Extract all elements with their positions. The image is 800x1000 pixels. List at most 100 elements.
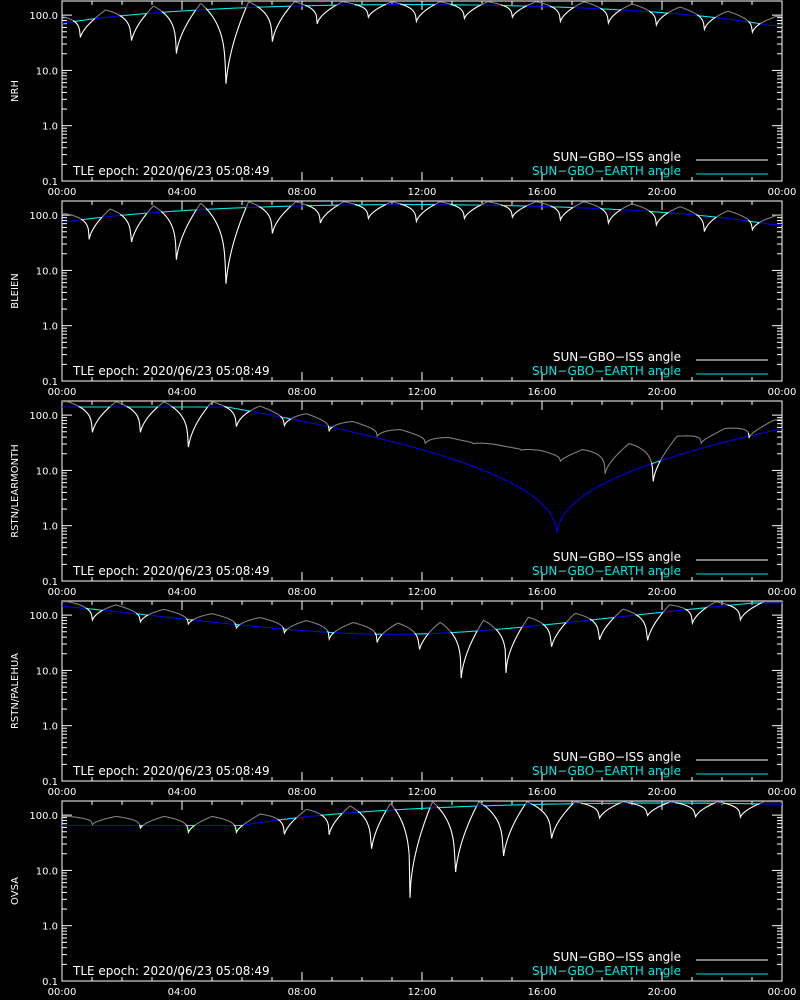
series-line-iss-angle [648,10,669,28]
series-line-iss-angle [357,810,387,849]
legend-label-iss: SUN−GBO−ISS angle [553,750,681,764]
series-line-iss-angle [620,3,650,12]
legend-label-earth: SUN−GBO−EARTH angle [532,764,681,778]
x-tick-label: 20:00 [648,187,677,198]
series-line-earth-angle [531,803,574,806]
tle-epoch-label: TLE epoch: 2020/06/23 05:08:49 [72,564,270,578]
chart-panel: 0.1 1.0 10.0 100.0 00:00 04:00 08:00 12:00 16:00… [10,800,796,998]
series-line-iss-angle [483,803,526,856]
series-line-iss-angle [195,203,207,211]
series-line-iss-angle [207,401,225,408]
series-line-iss-angle [450,203,482,221]
series-line-iss-angle [429,801,438,808]
x-tick-label: 00:00 [48,787,77,798]
legend-label-iss: SUN−GBO−ISS angle [553,550,681,564]
x-tick-label: 12:00 [408,587,437,598]
x-tick-label: 04:00 [168,987,197,998]
series-line-earth-angle [660,435,749,462]
x-tick-label: 00:00 [48,187,77,198]
series-line-earth-angle [727,602,762,607]
series-group [61,1,782,84]
series-line-iss-angle [242,813,279,826]
series-line-iss-angle [161,9,197,54]
series-line-iss-angle [146,5,163,14]
series-line-iss-angle [668,801,676,804]
series-line-iss-angle [205,207,247,284]
series-line-earth-angle [685,607,707,611]
series-line-iss-angle [277,817,297,835]
series-line-earth-angle [613,614,636,619]
x-tick-label: 00:00 [48,587,77,598]
series-line-iss-angle [192,613,236,624]
y-tick-label: 10.0 [36,866,58,877]
chart-panel: 0.1 1.0 10.0 100.0 00:00 04:00 08:00 12:00 16:00… [10,400,797,598]
series-line-iss-angle [434,201,451,205]
series-line-iss-angle [706,601,728,608]
legend-label-earth: SUN−GBO−EARTH angle [532,364,681,378]
series-line-iss-angle [450,630,478,679]
series-line-iss-angle [620,203,650,212]
series-line-iss-angle [659,427,749,461]
y-axis-label: NRH [10,80,21,102]
y-tick-label: 1.0 [42,922,58,933]
series-line-iss-angle [394,807,431,898]
series-line-iss-angle [521,616,544,628]
series-line-iss-angle [613,608,636,619]
series-line-iss-angle [249,405,281,417]
series-line-earth-angle [722,802,760,805]
series-line-iss-angle [748,21,761,35]
series-line-earth-angle [621,209,650,212]
series-line-iss-angle [748,219,760,232]
series-line-iss-angle [531,803,574,839]
x-tick-label: 08:00 [288,387,317,398]
x-tick-label: 08:00 [288,187,317,198]
x-tick-label: 04:00 [168,187,197,198]
series-line-iss-angle [109,401,128,408]
series-line-iss-angle [120,213,148,243]
y-tick-label: 100.0 [29,411,58,422]
series-line-iss-angle [94,9,120,20]
series-line-iss-angle [727,602,763,622]
series-line-iss-angle [696,214,717,232]
series-line-iss-angle [381,622,416,635]
series-line-iss-angle [245,201,260,209]
series-line-earth-angle [635,611,663,616]
series-line-iss-angle [572,201,601,209]
y-tick-label: 1.0 [42,722,58,733]
series-line-iss-angle [524,801,532,805]
series-line-earth-angle [258,205,291,208]
series-line-iss-angle [282,626,288,635]
series-line-earth-angle [651,460,661,465]
series-line-earth-angle [697,15,716,19]
series-line-iss-angle [290,201,307,207]
chart-panel: 0.1 1.0 10.0 100.0 00:00 04:00 08:00 12:00 16:00… [10,600,796,798]
y-tick-label: 100.0 [29,611,58,622]
series-line-earth-angle [162,9,196,13]
series-line-earth-angle [501,4,527,7]
series-line-iss-angle [501,204,528,219]
series-line-iss-angle [526,1,551,7]
series-line-iss-angle [354,203,387,221]
series-line-earth-angle [320,812,343,816]
y-tick-label: 10.0 [36,66,58,77]
series-line-iss-angle [171,405,209,448]
series-line-earth-angle [573,206,601,210]
series-line-earth-angle [357,809,386,813]
x-tick-label: 00:00 [768,587,797,598]
series-line-iss-angle [526,201,551,207]
series-line-iss-angle [696,14,716,32]
series-line-iss-angle [759,801,782,805]
x-tick-label: 16:00 [528,987,557,998]
series-line-iss-angle [136,612,149,624]
series-line-iss-angle [550,205,574,222]
y-tick-label: 0.1 [42,977,58,988]
series-line-iss-angle [549,5,575,24]
series-line-iss-angle [759,215,782,223]
legend-label-earth: SUN−GBO−EARTH angle [532,964,681,978]
series-line-earth-angle [526,205,551,208]
series-line-earth-angle [483,804,526,807]
y-tick-label: 10.0 [36,466,58,477]
x-tick-label: 20:00 [648,987,677,998]
series-line-iss-angle [327,425,333,433]
